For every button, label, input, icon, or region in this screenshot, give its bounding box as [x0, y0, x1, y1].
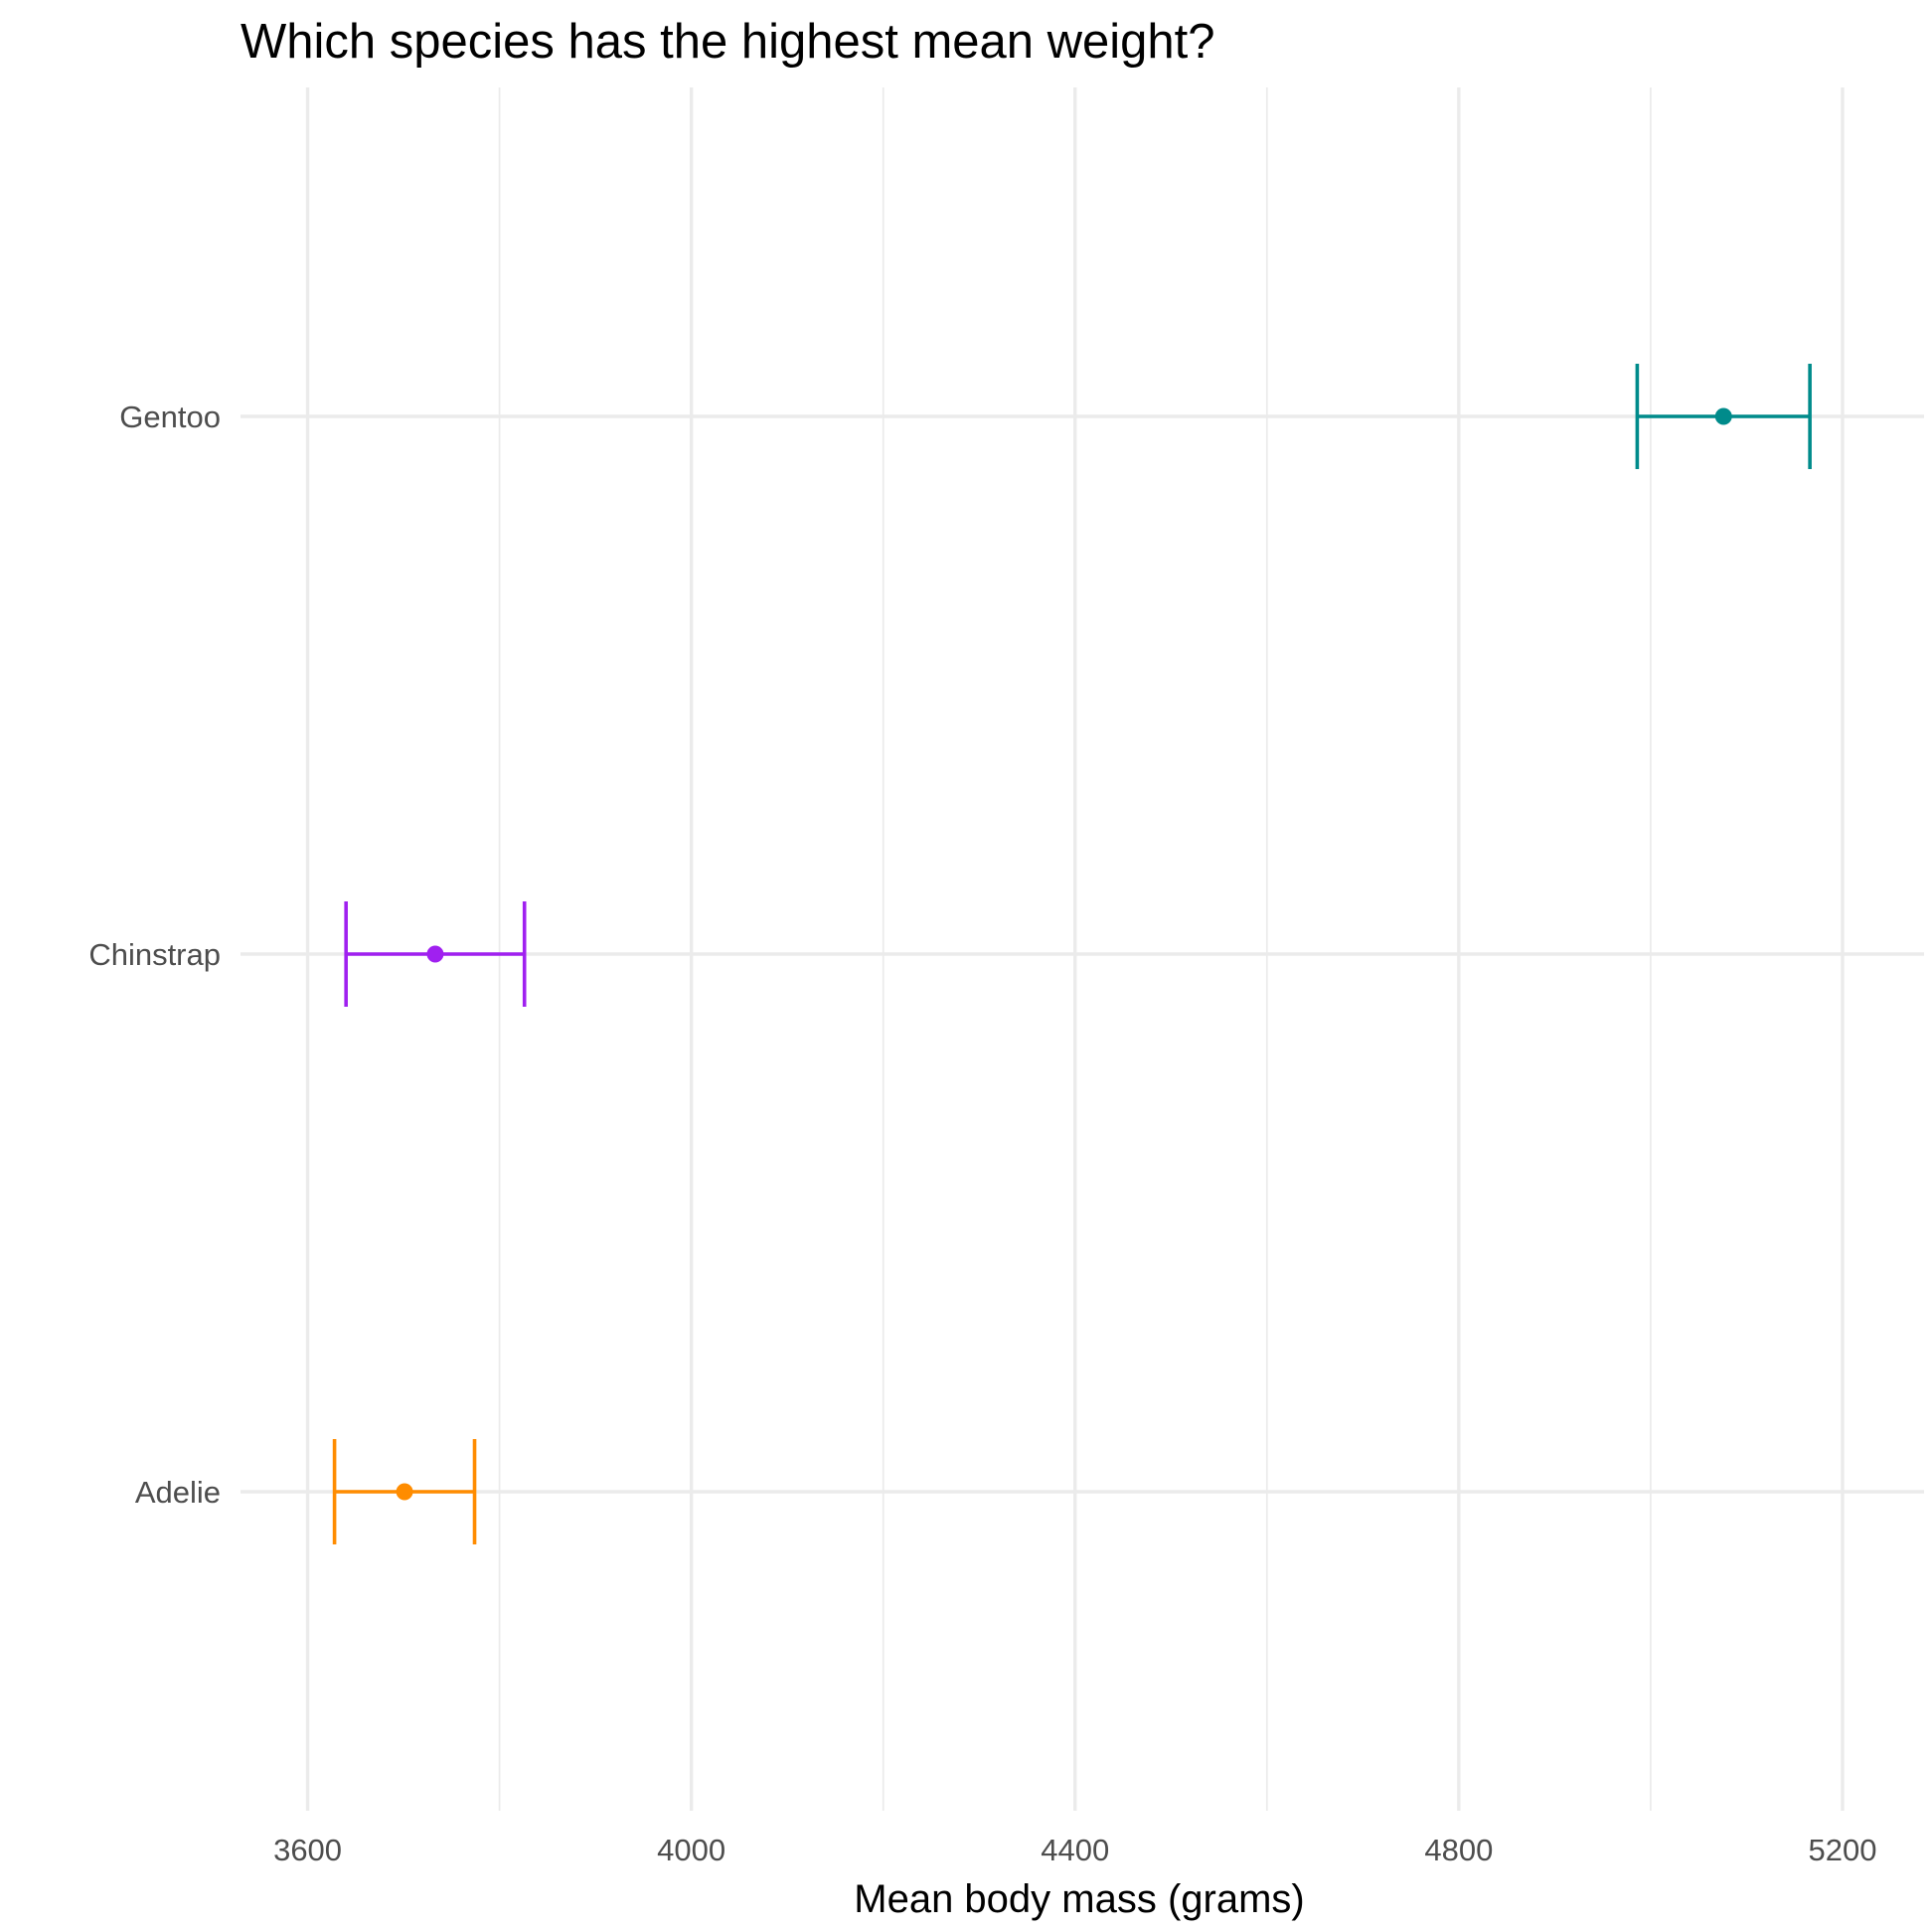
- axis-labels: 3600 4000 4400 4800 5200 Gentoo Chinstrap Adeli…: [88, 400, 1876, 1867]
- y-tick-label: Chinstrap: [88, 937, 221, 972]
- errorbar-adelie: [332, 1439, 477, 1544]
- error-bars: [332, 364, 1812, 1544]
- grid-lines: [241, 87, 1924, 1811]
- chart-title: Which species has the highest mean weigh…: [241, 15, 1215, 69]
- x-tick-label: 3600: [273, 1833, 342, 1867]
- y-tick-label: Adelie: [135, 1475, 221, 1510]
- x-axis-title: Mean body mass (grams): [854, 1877, 1304, 1921]
- x-tick-label: 4400: [1041, 1833, 1109, 1867]
- mean-point: [426, 945, 444, 963]
- errorbar-chinstrap: [344, 901, 527, 1007]
- x-tick-label: 4000: [657, 1833, 725, 1867]
- mean-point: [1714, 407, 1732, 425]
- x-tick-label: 4800: [1424, 1833, 1493, 1867]
- mean-point: [396, 1483, 413, 1501]
- x-tick-label: 5200: [1808, 1833, 1876, 1867]
- y-tick-label: Gentoo: [119, 400, 221, 434]
- errorbar-gentoo: [1635, 364, 1812, 469]
